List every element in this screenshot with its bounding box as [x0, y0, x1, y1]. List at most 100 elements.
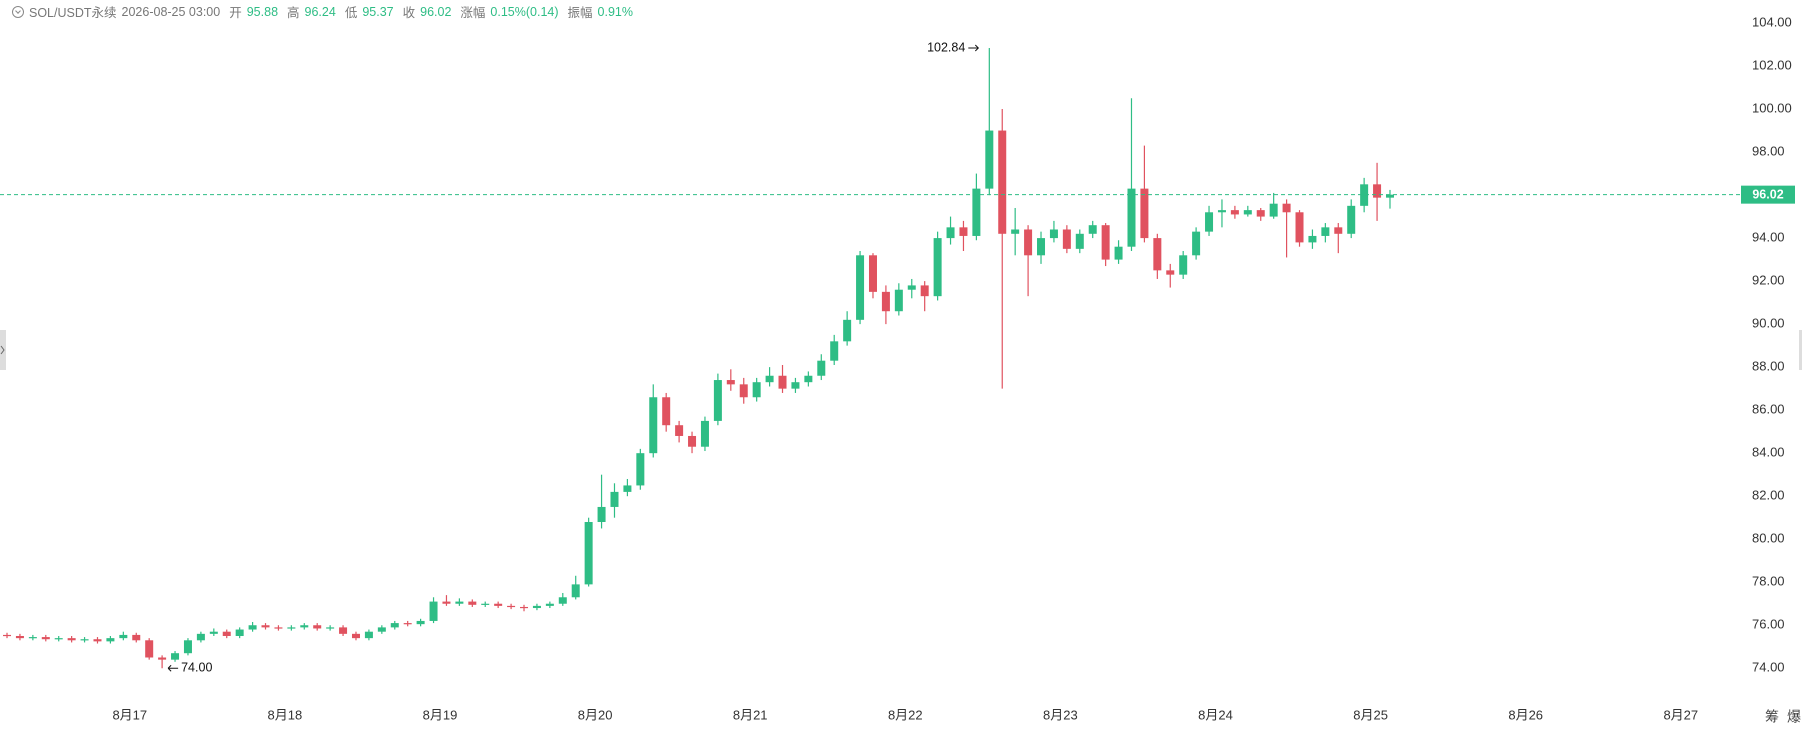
candle-body — [1295, 212, 1304, 243]
candle-body — [946, 227, 955, 239]
candle-body — [339, 627, 348, 634]
x-tick-label: 8月26 — [1508, 707, 1543, 722]
candle-body — [416, 620, 425, 625]
candle-body — [1114, 246, 1123, 260]
candle-body — [959, 227, 968, 236]
y-tick-label: 80.00 — [1752, 531, 1785, 546]
candle-body — [662, 397, 671, 426]
candle-body — [1385, 194, 1394, 198]
candle-body — [1230, 210, 1239, 215]
right-tab[interactable] — [1799, 330, 1802, 370]
candle-body — [481, 603, 490, 605]
x-tick-label: 8月21 — [733, 707, 768, 722]
candle-body — [248, 625, 257, 630]
candle-body — [41, 637, 50, 640]
candle-body — [972, 188, 981, 236]
candle-body — [80, 639, 89, 641]
x-tick-label: 8月18 — [268, 707, 303, 722]
candle-body — [520, 606, 529, 609]
candle-body — [636, 453, 645, 486]
left-tab-arrow — [0, 345, 5, 355]
y-tick-label: 92.00 — [1752, 273, 1785, 288]
candle-body — [390, 623, 399, 628]
y-tick-label: 82.00 — [1752, 488, 1785, 503]
candle-body — [1166, 270, 1175, 275]
field-value: 96.02 — [420, 4, 452, 19]
symbol: SOL/USDT永续 — [29, 6, 117, 20]
candle-body — [1037, 238, 1046, 256]
current-price-box — [1741, 185, 1795, 204]
candle-body — [67, 638, 76, 641]
candle-body — [675, 425, 684, 436]
y-tick-label: 74.00 — [1752, 660, 1785, 675]
candle-body — [119, 634, 128, 639]
candle-body — [765, 375, 774, 383]
candle-body — [145, 640, 154, 658]
field-name: 低 — [344, 6, 358, 20]
x-tick-label: 8月17 — [112, 707, 147, 722]
candle-body — [688, 435, 697, 447]
candle-body — [106, 638, 115, 642]
left-tab[interactable] — [0, 330, 6, 370]
candle-body — [183, 640, 192, 654]
candle-body — [1024, 229, 1033, 256]
candle-body — [830, 341, 839, 361]
y-tick-label: 84.00 — [1752, 445, 1785, 460]
field-name: 收 — [402, 6, 416, 20]
y-tick-label: 98.00 — [1752, 143, 1785, 158]
max-marker: 102.84 — [927, 40, 965, 54]
candle-body — [1321, 227, 1330, 236]
candle-body — [868, 255, 877, 292]
y-tick-label: 90.00 — [1752, 316, 1785, 331]
candle-body — [494, 603, 503, 606]
x-tick-label: 8月22 — [888, 707, 923, 722]
candle-body — [468, 601, 477, 605]
candle-body — [1153, 238, 1162, 271]
candle-body — [881, 291, 890, 312]
x-tick-label: 8月27 — [1663, 707, 1698, 722]
candle-body — [597, 506, 606, 522]
candle-body — [300, 625, 309, 628]
candle-body — [507, 605, 516, 608]
candle-body — [843, 319, 852, 342]
collapse-icon[interactable] — [12, 5, 24, 18]
candle-body — [649, 397, 658, 454]
candle-body — [3, 634, 12, 637]
y-tick-label: 94.00 — [1752, 230, 1785, 245]
candle-body — [558, 597, 567, 604]
y-tick-label: 104.00 — [1752, 14, 1792, 29]
candle-body — [532, 605, 541, 609]
candle-body — [933, 238, 942, 297]
candle-body — [1062, 229, 1071, 249]
candle-body — [222, 631, 231, 636]
candle-body — [1282, 203, 1291, 213]
candle-body — [739, 384, 748, 398]
candle-body — [1088, 225, 1097, 234]
candle-body — [132, 634, 141, 641]
candle-body — [1049, 229, 1058, 239]
candle-body — [791, 382, 800, 389]
candle-body — [1075, 233, 1084, 249]
candle-body — [429, 601, 438, 621]
side-button[interactable]: 筹 — [1765, 709, 1779, 725]
candle-body — [1308, 235, 1317, 243]
field-value: 96.24 — [304, 4, 336, 19]
x-tick-label: 8月23 — [1043, 707, 1078, 722]
side-button[interactable]: 爆 — [1787, 709, 1801, 725]
y-tick-label: 100.00 — [1752, 100, 1792, 115]
x-tick-label: 8月25 — [1353, 707, 1388, 722]
field-name: 振幅 — [567, 6, 593, 20]
candle-body — [804, 375, 813, 383]
candle-body — [907, 285, 916, 290]
candle-body — [1101, 225, 1110, 260]
current-price-label: 96.02 — [1752, 187, 1783, 201]
candle-time: 2026-08-25 03:00 — [121, 4, 221, 19]
field-name: 涨幅 — [460, 6, 486, 20]
candle-body — [1217, 210, 1226, 213]
candle-body — [985, 130, 994, 189]
candle-body — [377, 627, 386, 632]
y-tick-label: 86.00 — [1752, 402, 1785, 417]
candle-body — [920, 285, 929, 297]
candle-body — [1011, 229, 1020, 234]
